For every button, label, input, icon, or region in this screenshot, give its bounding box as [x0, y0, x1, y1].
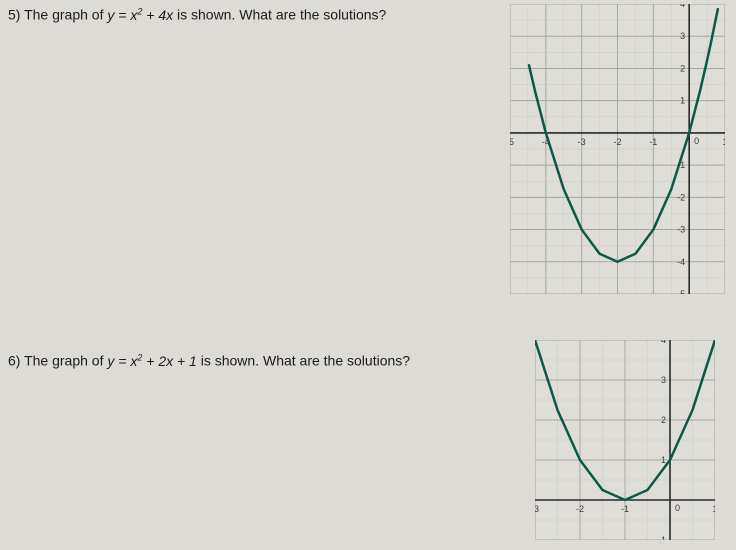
svg-text:0: 0 [675, 503, 680, 513]
problem-6-text: 6) The graph of y = x2 + 2x + 1 is shown… [8, 352, 410, 369]
problem-suffix: is shown. What are the solutions? [177, 7, 386, 23]
equation-lhs: y = x [107, 353, 137, 369]
svg-text:-5: -5 [677, 289, 685, 294]
svg-text:-2: -2 [613, 137, 621, 147]
problem-prefix: The graph of [24, 353, 107, 369]
svg-text:-5: -5 [510, 137, 514, 147]
svg-text:2: 2 [661, 415, 666, 425]
svg-text:4: 4 [680, 4, 685, 9]
svg-text:-4: -4 [542, 137, 550, 147]
equation-rest: + 4x [142, 7, 173, 23]
svg-text:-1: -1 [677, 160, 685, 170]
problem-suffix: is shown. What are the solutions? [201, 353, 410, 369]
svg-text:-1: -1 [621, 504, 629, 514]
svg-text:3: 3 [661, 375, 666, 385]
svg-text:-4: -4 [677, 257, 685, 267]
svg-text:3: 3 [680, 31, 685, 41]
svg-text:-2: -2 [576, 504, 584, 514]
svg-text:-3: -3 [677, 225, 685, 235]
chart-problem-6: -3 -2 -1 0 1 -1 1 2 3 4 [535, 340, 715, 540]
parabola-chart-1: -5 -4 -3 -2 -1 0 1 -5 -4 -3 -2 -1 1 2 3 4 [510, 4, 725, 294]
equation-lhs: y = x [107, 7, 137, 23]
problem-5-text: 5) The graph of y = x2 + 4x is shown. Wh… [8, 6, 386, 23]
svg-text:-1: -1 [658, 535, 666, 540]
svg-text:-1: -1 [649, 137, 657, 147]
svg-text:2: 2 [680, 63, 685, 73]
svg-text:4: 4 [661, 340, 666, 345]
problem-prefix: The graph of [24, 7, 107, 23]
parabola-chart-2: -3 -2 -1 0 1 -1 1 2 3 4 [535, 340, 715, 540]
svg-text:1: 1 [661, 455, 666, 465]
svg-text:-3: -3 [578, 137, 586, 147]
svg-text:1: 1 [712, 504, 715, 514]
chart-problem-5: -5 -4 -3 -2 -1 0 1 -5 -4 -3 -2 -1 1 2 3 4 [510, 4, 725, 294]
problem-number: 5) [8, 7, 20, 23]
equation-rest: + 2x + 1 [142, 353, 196, 369]
svg-text:-2: -2 [677, 192, 685, 202]
svg-text:-3: -3 [535, 504, 539, 514]
svg-text:1: 1 [722, 137, 725, 147]
svg-text:1: 1 [680, 96, 685, 106]
svg-text:0: 0 [694, 136, 699, 146]
problem-number: 6) [8, 353, 20, 369]
